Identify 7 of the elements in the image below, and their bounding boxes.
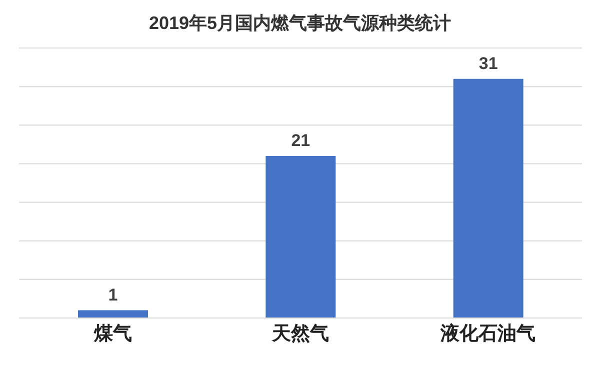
x-tick-label: 液化石油气: [440, 322, 536, 344]
data-label: 21: [291, 131, 310, 150]
chart-title: 2019年5月国内燃气事故气源种类统计: [148, 12, 452, 35]
data-label: 1: [108, 285, 118, 304]
x-tick-label: 天然气: [271, 323, 329, 344]
data-label: 31: [478, 54, 498, 73]
x-tick-label: 煤气: [92, 323, 132, 344]
